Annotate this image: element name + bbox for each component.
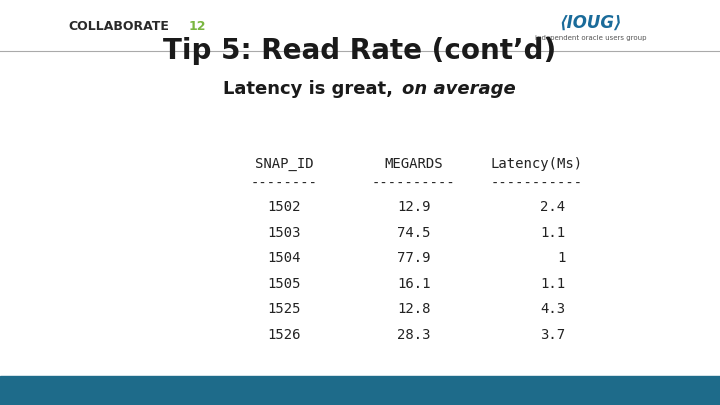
Text: 1503: 1503 <box>268 226 301 240</box>
Text: 1526: 1526 <box>268 328 301 342</box>
Text: 74.5: 74.5 <box>397 226 431 240</box>
Text: ⟨IOUG⟩: ⟨IOUG⟩ <box>559 13 621 31</box>
Text: 1: 1 <box>557 252 565 265</box>
Text: Latency(Ms): Latency(Ms) <box>490 157 582 171</box>
Text: 4.3: 4.3 <box>540 303 565 316</box>
Text: ----------: ---------- <box>372 177 456 191</box>
Text: on average: on average <box>402 80 516 98</box>
Text: 1.1: 1.1 <box>540 277 565 291</box>
Text: --------: -------- <box>251 177 318 191</box>
Text: 3.7: 3.7 <box>540 328 565 342</box>
Text: 77.9: 77.9 <box>397 252 431 265</box>
Text: COLLABORATE: COLLABORATE <box>68 20 169 33</box>
Text: 12.8: 12.8 <box>397 303 431 316</box>
Text: 1502: 1502 <box>268 200 301 214</box>
Text: independent oracle users group: independent oracle users group <box>535 36 646 41</box>
Text: 12: 12 <box>189 20 206 33</box>
Text: 12.9: 12.9 <box>397 200 431 214</box>
Text: 16.1: 16.1 <box>397 277 431 291</box>
Text: SNAP_ID: SNAP_ID <box>255 157 314 171</box>
Text: Latency is great,: Latency is great, <box>223 80 400 98</box>
Text: 1525: 1525 <box>268 303 301 316</box>
Text: MEGARDS: MEGARDS <box>384 157 444 171</box>
Text: 2.4: 2.4 <box>540 200 565 214</box>
Bar <box>0 376 720 405</box>
Text: 1.1: 1.1 <box>540 226 565 240</box>
Text: -----------: ----------- <box>490 177 582 191</box>
Text: 1504: 1504 <box>268 252 301 265</box>
Text: Tip 5: Read Rate (cont’d): Tip 5: Read Rate (cont’d) <box>163 36 557 65</box>
Text: 1505: 1505 <box>268 277 301 291</box>
Text: 28.3: 28.3 <box>397 328 431 342</box>
